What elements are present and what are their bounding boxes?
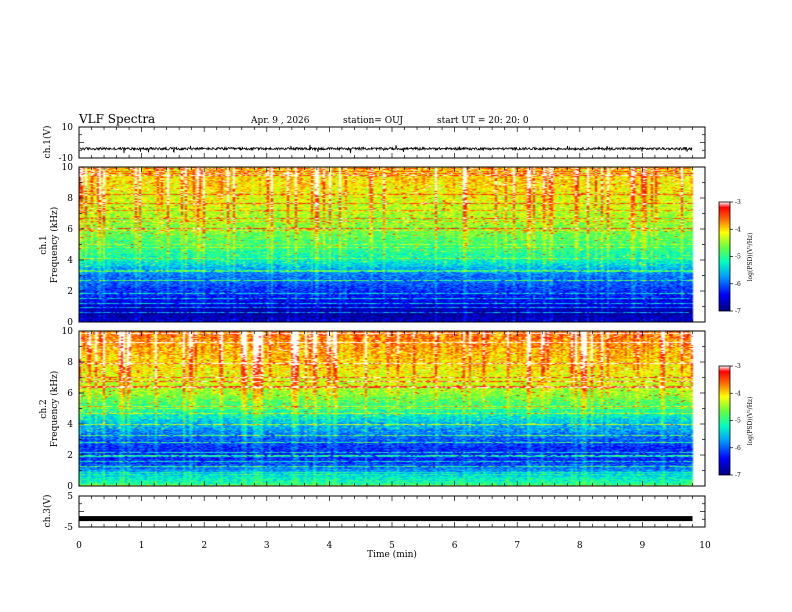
colorbar-ch2-label: log(PSD)(V²/Hz) xyxy=(747,397,754,446)
colorbar-tick-label: -6 xyxy=(735,281,741,288)
x-tick-label: 0 xyxy=(76,541,82,551)
colorbar-tick-label: -7 xyxy=(735,308,741,315)
spectrogram-ch2-ylabel-frequency: Frequency (kHz) xyxy=(49,371,60,448)
waveform-ch3-trace xyxy=(79,516,693,522)
x-tick-label: 6 xyxy=(452,541,458,551)
colorbar-tick-label: -5 xyxy=(735,254,741,261)
colorbar-tick-label: -3 xyxy=(735,199,741,206)
x-axis-label: Time (min) xyxy=(367,549,417,560)
waveform-ch3-ticks xyxy=(78,495,706,528)
spectrogram-ch1-ytick-labels: 0 2 4 6 8 10 xyxy=(62,163,74,328)
waveform-ch1-trace xyxy=(79,144,693,154)
colorbar-tick-label: -5 xyxy=(735,418,741,425)
colorbar-ch2: -3 -4 -5 -6 -7 log(PSD)(V²/Hz) xyxy=(718,363,754,479)
y-tick-label: 10 xyxy=(62,327,74,337)
x-tick-label: 4 xyxy=(327,541,333,551)
spectrogram-ch2-panel: 0 2 4 6 8 10 ch.2 Frequency (kHz) xyxy=(39,327,706,492)
figure-station: station= OUJ xyxy=(343,116,403,126)
y-tick-label: 2 xyxy=(67,451,73,461)
figure-start-time: start UT = 20: 20: 0 xyxy=(437,116,529,126)
y-tick-label: 8 xyxy=(67,194,73,204)
colorbar-ch1: -3 -4 -5 -6 -7 log(PSD)(V²/Hz) xyxy=(718,199,754,315)
y-tick-label: 0 xyxy=(67,482,73,492)
x-axis-tick-labels: 0 1 2 3 4 5 6 7 8 9 10 xyxy=(76,541,711,551)
colorbar-ch2-ticks: -3 -4 -5 -6 -7 xyxy=(730,363,741,479)
spectrogram-ch2-ytick-labels: 0 2 4 6 8 10 xyxy=(62,327,74,492)
waveform-ch3-ytick-bottom: -5 xyxy=(64,523,73,533)
spectrogram-ch2-image xyxy=(79,331,705,486)
spectrogram-ch1-panel: 0 2 4 6 8 10 ch.1 Frequency (kHz) xyxy=(39,163,706,328)
figure-date: Apr. 9 , 2026 xyxy=(250,116,310,126)
waveform-ch1-ytick-bottom: -10 xyxy=(59,154,74,164)
waveform-ch1-ytick-top: 10 xyxy=(62,123,74,133)
waveform-ch1-panel: 10 -10 ch.1(V) xyxy=(42,123,706,164)
colorbar-tick-label: -4 xyxy=(735,226,741,233)
colorbar-ch1-bar xyxy=(718,201,731,312)
spectrogram-ch1-ylabel-frequency: Frequency (kHz) xyxy=(49,207,60,284)
y-tick-label: 4 xyxy=(67,420,73,430)
colorbar-tick-label: -4 xyxy=(735,390,741,397)
x-tick-label: 3 xyxy=(264,541,270,551)
y-tick-label: 4 xyxy=(67,256,73,266)
spectrogram-ch2-ticks xyxy=(78,330,706,487)
waveform-ch3-ytick-top: 5 xyxy=(67,492,73,502)
x-tick-label: 7 xyxy=(514,541,520,551)
y-tick-label: 10 xyxy=(62,163,74,173)
waveform-ch1-ylabel: ch.1(V) xyxy=(42,126,53,159)
spectrogram-ch1-ticks xyxy=(78,166,706,323)
x-tick-label: 2 xyxy=(201,541,207,551)
waveform-ch3-panel: 5 -5 ch.3(V) xyxy=(42,492,706,533)
y-tick-label: 8 xyxy=(67,358,73,368)
colorbar-ch1-ticks: -3 -4 -5 -6 -7 xyxy=(730,199,741,315)
y-tick-label: 6 xyxy=(67,225,73,235)
colorbar-tick-label: -3 xyxy=(735,363,741,370)
spectrogram-ch2-ylabel-channel: ch.2 xyxy=(39,399,49,418)
colorbar-ch1-label: log(PSD)(V²/Hz) xyxy=(747,233,754,282)
x-tick-label: 8 xyxy=(577,541,583,551)
colorbar-tick-label: -6 xyxy=(735,445,741,452)
x-tick-label: 1 xyxy=(139,541,145,551)
y-tick-label: 6 xyxy=(67,389,73,399)
spectrogram-ch1-image xyxy=(79,167,705,322)
y-tick-label: 2 xyxy=(67,287,73,297)
colorbar-ch2-bar xyxy=(718,365,731,476)
x-tick-label: 10 xyxy=(699,541,711,551)
x-tick-label: 9 xyxy=(640,541,646,551)
colorbar-tick-label: -7 xyxy=(735,472,741,479)
waveform-ch3-ylabel: ch.3(V) xyxy=(42,495,53,528)
waveform-ch1-ticks xyxy=(78,126,706,159)
x-tick-label: 5 xyxy=(389,541,395,551)
spectrogram-ch1-ylabel-channel: ch.1 xyxy=(39,235,49,254)
y-tick-label: 0 xyxy=(67,318,73,328)
figure-title: VLF Spectra xyxy=(78,112,155,126)
